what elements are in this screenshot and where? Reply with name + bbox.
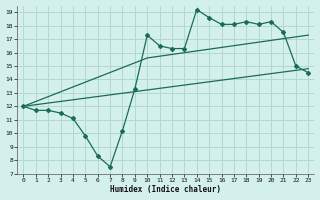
X-axis label: Humidex (Indice chaleur): Humidex (Indice chaleur) (110, 185, 221, 194)
